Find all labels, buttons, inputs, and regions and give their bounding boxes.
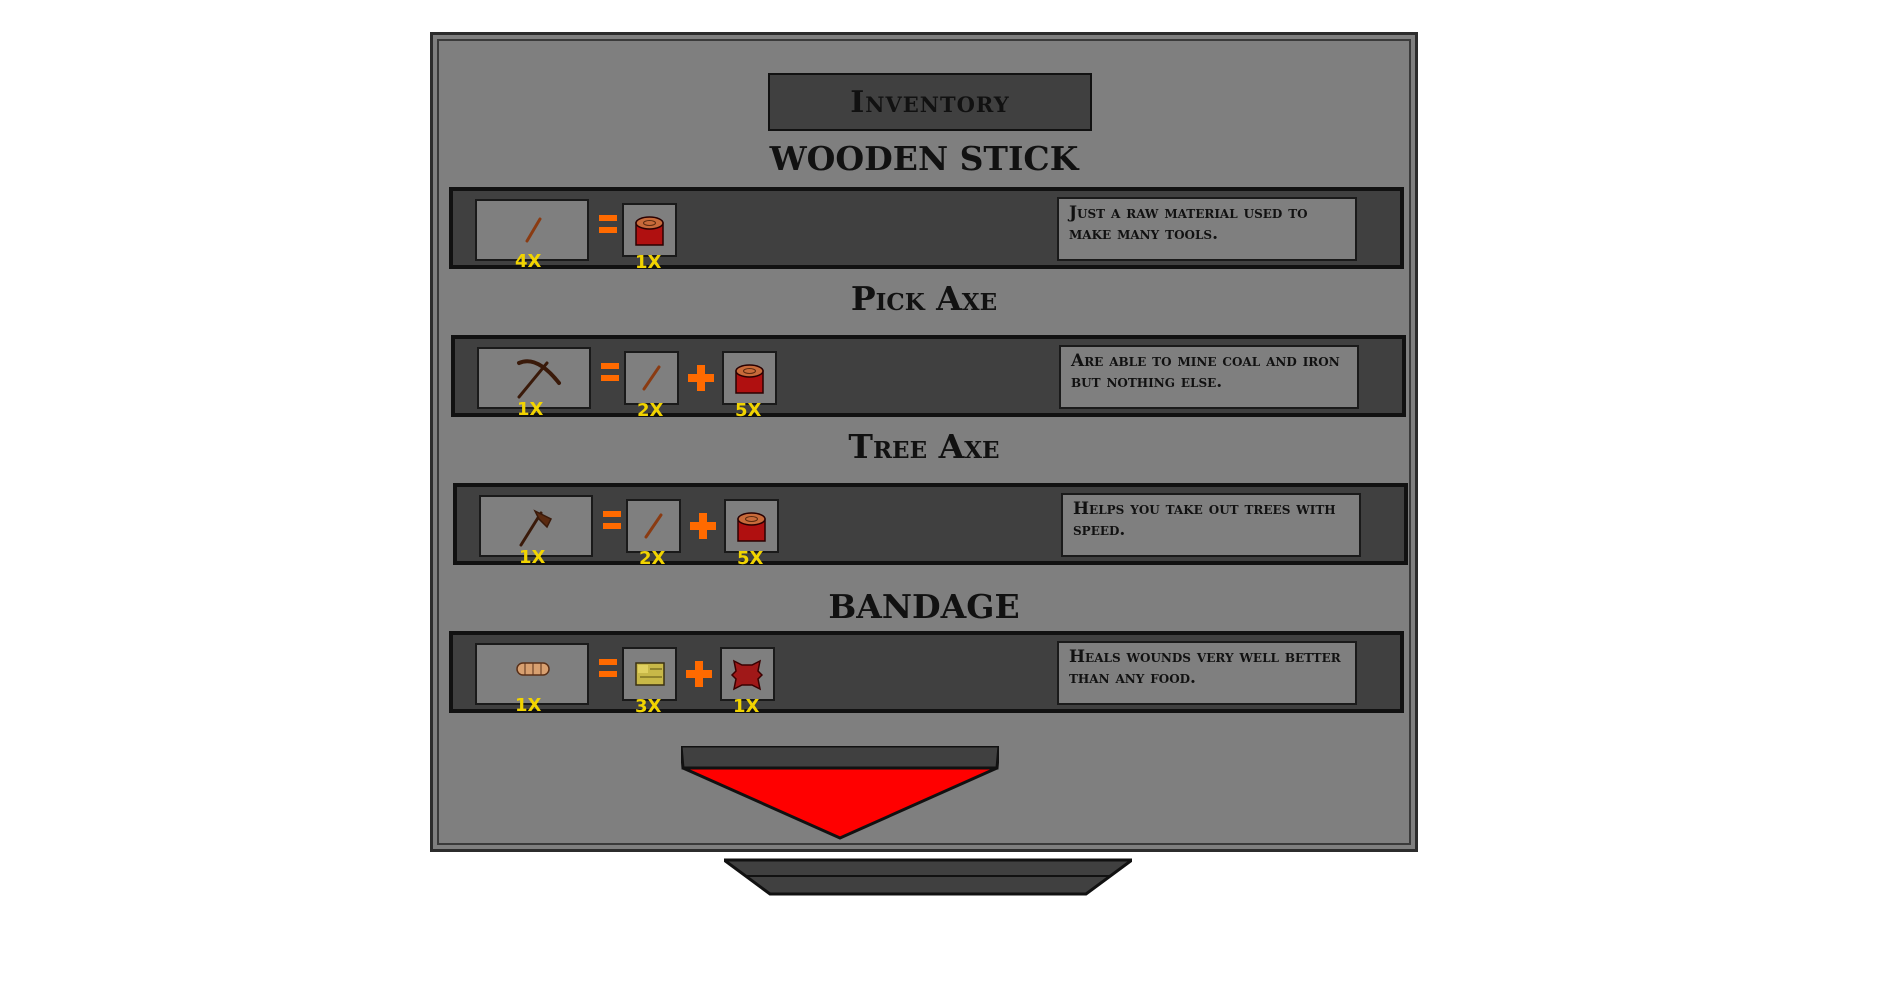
ingredient-slot[interactable] [720, 647, 775, 701]
result-quantity: 4X [515, 251, 542, 272]
result-slot[interactable] [475, 199, 589, 261]
recipe-row-tree-axe[interactable]: 1X 2X 5X Helps you take out trees with s… [453, 483, 1408, 569]
ingredient-slot[interactable] [624, 351, 679, 405]
cloth-icon [635, 662, 665, 686]
triangle-down-icon [682, 766, 998, 840]
stick-icon [642, 365, 661, 391]
result-slot[interactable] [477, 347, 591, 409]
recipe-heading: Tree Axe [848, 427, 1000, 466]
recipe-description: Heals wounds very well better than any f… [1057, 641, 1357, 705]
recipe-description: Helps you take out trees with speed. [1061, 493, 1361, 557]
plus-icon [686, 661, 712, 687]
hide-icon [730, 659, 764, 691]
ingredient-slot[interactable] [626, 499, 681, 553]
scroll-down-button[interactable] [681, 746, 999, 841]
result-slot[interactable] [479, 495, 593, 557]
result-quantity: 1X [519, 547, 546, 568]
ingredient-quantity: 1X [635, 252, 662, 273]
equals-icon [601, 363, 619, 387]
recipe-row-wooden-stick[interactable]: 4X 1X Just a raw material used to make m… [449, 187, 1404, 273]
recipe-row-pick-axe[interactable]: 1X 2X 5X Are able to mine coal and iron … [451, 335, 1406, 421]
log-icon [735, 364, 764, 394]
equals-icon [599, 215, 617, 239]
ingredient-slot[interactable] [724, 499, 779, 553]
ingredient-slot[interactable] [722, 351, 777, 405]
pickaxe-icon [517, 359, 561, 399]
result-quantity: 1X [517, 399, 544, 420]
axe-icon [519, 509, 553, 547]
plus-icon [688, 365, 714, 391]
bottom-tab[interactable] [724, 858, 1132, 896]
stick-icon [525, 217, 542, 243]
recipe-heading: BANDAGE [828, 587, 1020, 626]
ingredient-quantity: 5X [737, 548, 764, 569]
result-quantity: 1X [515, 695, 542, 716]
recipe-description: Are able to mine coal and iron but nothi… [1059, 345, 1359, 409]
inventory-title-box: Inventory [768, 73, 1092, 131]
stick-icon [644, 513, 663, 539]
ingredient-quantity: 1X [733, 696, 760, 717]
ingredient-quantity: 2X [639, 548, 666, 569]
inventory-panel: Inventory WOODEN STICK 4X 1X Just a raw … [430, 32, 1418, 852]
ingredient-quantity: 5X [735, 400, 762, 421]
recipe-heading: WOODEN STICK [769, 139, 1079, 178]
recipe-row-bandage[interactable]: 1X 3X 1X Heals wounds very well better t… [449, 631, 1404, 717]
ingredient-slot[interactable] [622, 647, 677, 701]
recipe-description: Just a raw material used to make many to… [1057, 197, 1357, 261]
panel-inner-border [437, 39, 1411, 845]
plus-icon [690, 513, 716, 539]
bandage-icon [516, 662, 550, 676]
ingredient-quantity: 2X [637, 400, 664, 421]
log-icon [635, 216, 664, 246]
inventory-title: Inventory [850, 84, 1010, 120]
log-icon [737, 512, 766, 542]
equals-icon [603, 511, 621, 535]
equals-icon [599, 659, 617, 683]
recipe-heading: Pick Axe [850, 279, 998, 318]
ingredient-slot[interactable] [622, 203, 677, 257]
result-slot[interactable] [475, 643, 589, 705]
ingredient-quantity: 3X [635, 696, 662, 717]
